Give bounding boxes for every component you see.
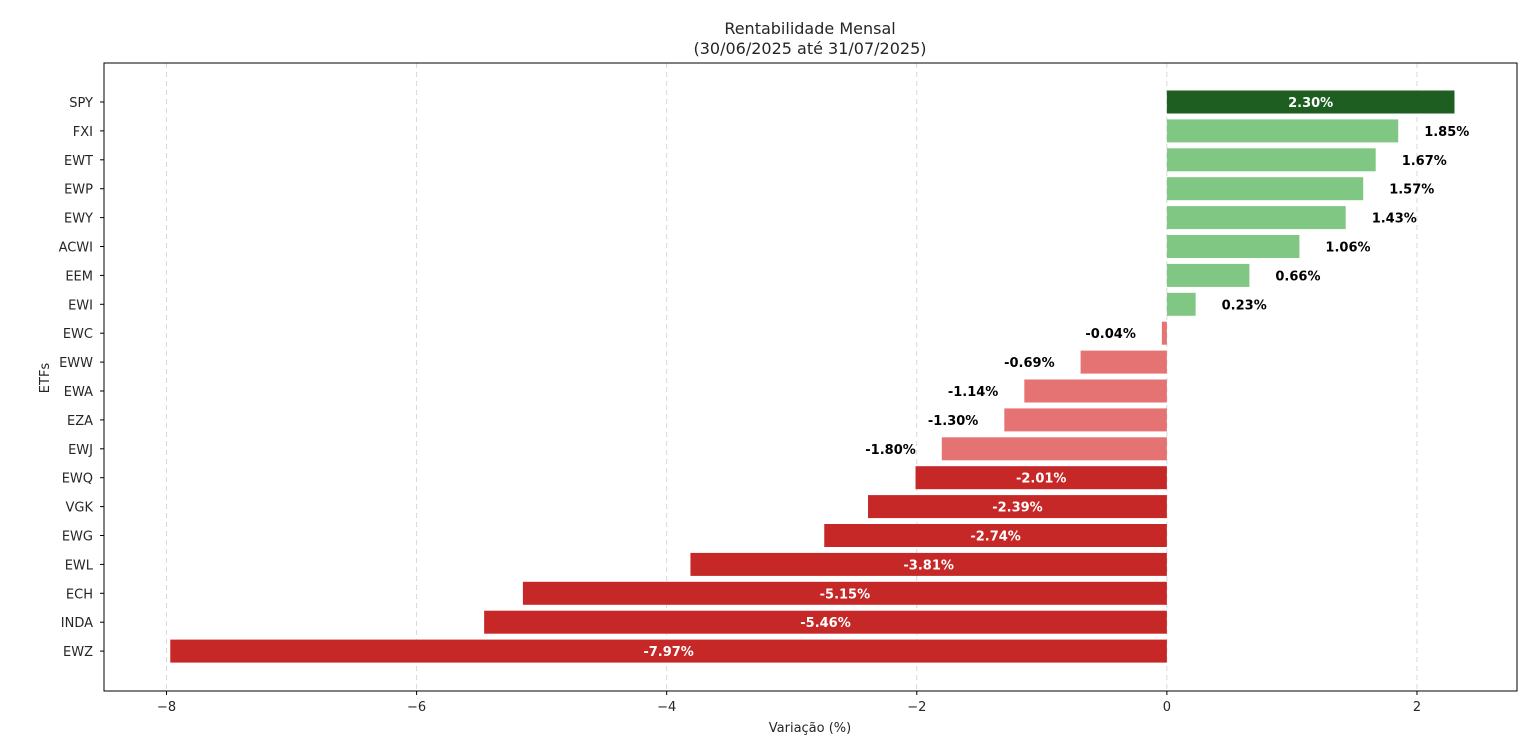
y-tick-label: ACWI	[59, 241, 93, 256]
x-tick-label: −8	[157, 700, 176, 715]
bar-value-label: 1.57%	[1389, 183, 1434, 198]
bar-value-label: -0.69%	[1004, 356, 1055, 371]
y-tick-label: ECH	[66, 587, 93, 602]
bar-ewp	[1166, 177, 1364, 201]
y-tick-label: EWW	[59, 356, 93, 371]
bar-value-label: -2.01%	[1016, 472, 1067, 487]
y-tick-label: EWT	[64, 154, 93, 169]
x-tick-label: −4	[657, 700, 676, 715]
bar-eza	[1004, 408, 1167, 432]
plot-frame	[103, 62, 1518, 692]
y-tick-label: INDA	[61, 616, 93, 631]
chart-subtitle: (30/06/2025 até 31/07/2025)	[693, 39, 926, 58]
bar-value-label: -5.46%	[800, 616, 851, 631]
bar-eem	[1166, 263, 1250, 287]
y-tick-label: SPY	[69, 96, 93, 111]
bar-fxi	[1166, 119, 1399, 143]
bar-ewt	[1166, 148, 1376, 172]
y-tick-label: EWQ	[62, 472, 93, 487]
y-tick-label: EZA	[67, 414, 93, 429]
bar-value-label: -3.81%	[903, 558, 954, 573]
bar-ewj	[941, 437, 1167, 461]
bar-value-label: 1.67%	[1402, 154, 1447, 169]
x-tick-label: 0	[1163, 700, 1171, 715]
bar-ewz	[170, 639, 1167, 663]
bar-value-label: -2.39%	[992, 501, 1043, 516]
y-axis-ticks: SPY FXI EWT EWP EWY ACWI EEM EWI EWC EWW EWA EZA EWJ…	[59, 96, 104, 660]
y-tick-label: EWI	[68, 298, 93, 313]
bar-ech	[522, 581, 1167, 605]
bar-ewq	[915, 466, 1167, 490]
y-tick-label: EWY	[64, 212, 93, 227]
bar-ewy	[1166, 206, 1346, 230]
x-tick-label: −2	[907, 700, 926, 715]
chart-title: Rentabilidade Mensal	[724, 19, 895, 38]
bar-spy	[1166, 90, 1455, 114]
bar-eww	[1080, 350, 1167, 374]
bar-value-label: 1.85%	[1424, 125, 1469, 140]
bar-ewc	[1161, 321, 1167, 345]
bar-value-label: -2.74%	[970, 530, 1021, 545]
bar-value-label: -7.97%	[643, 645, 694, 660]
y-tick-label: EWG	[62, 530, 93, 545]
bar-value-label: -1.30%	[928, 414, 979, 429]
bar-value-label: -1.14%	[948, 385, 999, 400]
bar-vgk	[868, 495, 1167, 519]
bar-ewg	[824, 524, 1167, 547]
x-axis-ticks: −8 −6 −4 −2 0 2	[157, 691, 1421, 715]
x-tick-label: 2	[1413, 700, 1421, 715]
bar-value-label: -1.80%	[865, 443, 916, 458]
bar-value-label: 0.66%	[1275, 269, 1320, 284]
y-tick-label: EWP	[64, 183, 93, 198]
y-tick-label: VGK	[66, 501, 94, 516]
bar-ewi	[1166, 292, 1196, 316]
bar-value-label: 1.06%	[1325, 241, 1370, 256]
x-tick-label: −6	[407, 700, 426, 715]
y-tick-label: EEM	[65, 269, 93, 284]
bar-value-labels: 2.30% 1.85% 1.67% 1.57% 1.43%1.06% 0.66% 0.23%…	[643, 96, 1469, 660]
bar-inda	[484, 610, 1167, 634]
bar-acwi	[1166, 235, 1300, 258]
bar-value-label: 1.43%	[1372, 212, 1417, 227]
bar-value-label: 0.23%	[1222, 298, 1267, 313]
y-tick-label: EWL	[65, 558, 94, 573]
y-tick-label: EWJ	[68, 443, 93, 458]
y-tick-label: EWC	[63, 327, 93, 342]
x-axis-label: Variação (%)	[769, 721, 851, 736]
bar-value-label: -0.04%	[1085, 327, 1136, 342]
bars	[170, 90, 1455, 663]
y-axis-label: ETFs	[38, 363, 53, 394]
y-tick-label: EWZ	[63, 645, 93, 660]
y-tick-label: EWA	[64, 385, 93, 400]
y-tick-label: FXI	[73, 125, 93, 140]
bar-value-label: 2.30%	[1288, 96, 1333, 111]
bar-ewl	[690, 552, 1167, 576]
bar-value-label: -5.15%	[820, 587, 871, 602]
bar-ewa	[1024, 379, 1167, 403]
